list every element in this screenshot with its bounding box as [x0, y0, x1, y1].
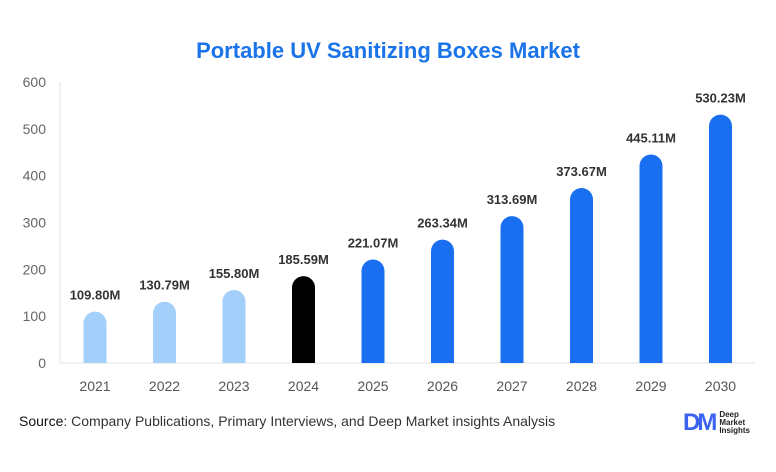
source-label: Source	[19, 413, 64, 429]
x-tick-label: 2030	[705, 378, 736, 394]
data-label: 109.80M	[70, 288, 121, 303]
bar	[222, 290, 246, 363]
bar	[361, 259, 385, 363]
x-tick-label: 2028	[566, 378, 597, 394]
data-label: 263.34M	[417, 216, 468, 231]
source-note: Source: Company Publications, Primary In…	[19, 413, 555, 429]
bar	[709, 114, 732, 363]
bar	[153, 301, 176, 363]
bar	[639, 154, 663, 363]
y-tick-label: 0	[38, 355, 46, 371]
x-tick-label: 2025	[357, 378, 388, 394]
y-tick-label: 600	[23, 74, 47, 90]
logo-line: Insights	[719, 426, 750, 435]
bar	[570, 188, 593, 363]
logo-mark: DM	[683, 409, 717, 436]
x-tick-label: 2029	[635, 378, 666, 394]
source-text: : Company Publications, Primary Intervie…	[63, 413, 556, 429]
logo: DM Deep Market Insights	[683, 409, 750, 437]
y-tick-label: 300	[23, 215, 47, 231]
x-tick-label: 2023	[218, 378, 249, 394]
logo-line: Market	[719, 418, 746, 427]
chart-title: Portable UV Sanitizing Boxes Market	[196, 38, 580, 63]
data-label: 185.59M	[278, 252, 329, 267]
x-tick-label: 2021	[79, 378, 110, 394]
logo-text: Deep Market Insights	[719, 411, 750, 435]
data-label: 530.23M	[695, 91, 746, 106]
x-tick-label: 2027	[496, 378, 527, 394]
bar	[500, 216, 524, 363]
bar-chart: 0 100 200 300 400 500 600 109.80M 2021 130.79M 202…	[23, 74, 755, 394]
data-label: 130.79M	[139, 278, 190, 293]
x-tick-label: 2026	[427, 378, 458, 394]
x-tick-label: 2022	[149, 378, 180, 394]
logo-line: Deep	[719, 410, 739, 419]
x-tick-label: 2024	[288, 378, 319, 394]
data-label: 155.80M	[209, 266, 260, 281]
bar	[83, 311, 107, 363]
y-tick-label: 400	[23, 168, 47, 184]
data-label: 373.67M	[556, 164, 607, 179]
bar	[431, 239, 454, 363]
y-tick-label: 200	[23, 261, 47, 277]
data-label: 313.69M	[487, 192, 538, 207]
data-label: 221.07M	[348, 235, 399, 250]
bar	[292, 276, 315, 363]
data-label: 445.11M	[626, 131, 676, 146]
y-tick-label: 100	[23, 308, 47, 324]
y-tick-label: 500	[23, 121, 47, 137]
